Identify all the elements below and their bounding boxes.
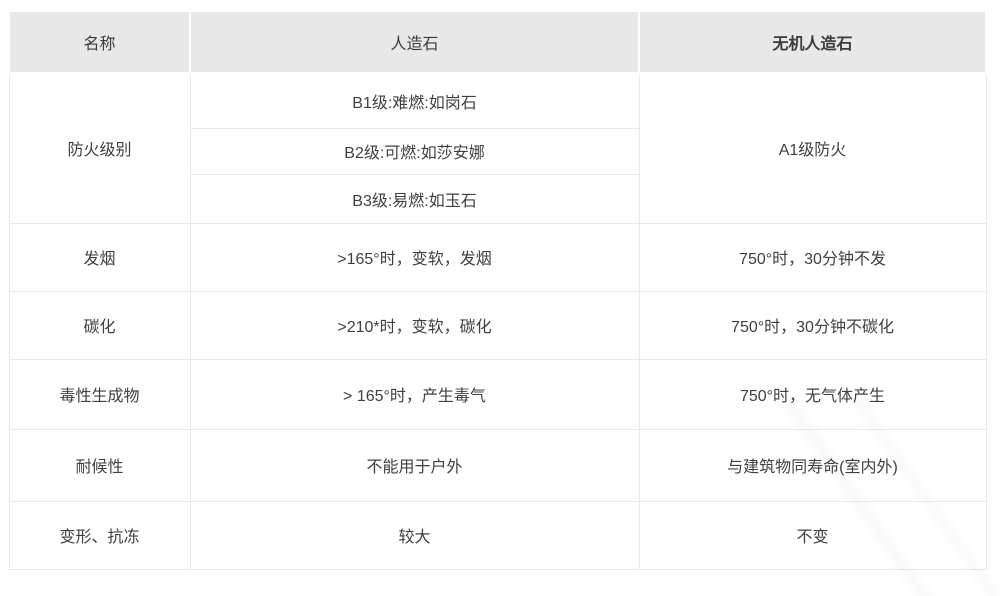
comparison-table: 名称 人造石 无机人造石 防火级别 B1级:难燃:如岗石 A1级防火 B2级:可… [8, 10, 987, 570]
cell-fire-inorganic: A1级防火 [638, 72, 987, 224]
table-row-fire-b2: B2级:可燃:如莎安娜 [9, 127, 986, 175]
cell-fire-b3: B3级:易燃:如玉石 [189, 173, 640, 224]
table-row-smoke: 发烟 >165°时，变软，发烟 750°时，30分钟不发 [8, 222, 987, 292]
header-row: 名称 人造石 无机人造石 [8, 10, 987, 74]
cell-smoke-artificial: >165°时，变软，发烟 [189, 222, 640, 292]
table-row-deformation: 变形、抗冻 较大 不变 [8, 500, 987, 570]
row-label-weather: 耐候性 [8, 428, 191, 502]
col-header-name: 名称 [8, 10, 191, 74]
row-label-smoke: 发烟 [8, 222, 191, 292]
cell-fire-b1: B1级:难燃:如岗石 [189, 72, 640, 129]
col-header-inorganic-stone: 无机人造石 [638, 10, 987, 74]
cell-weather-artificial: 不能用于户外 [189, 428, 640, 502]
table-row-toxic: 毒性生成物 > 165°时，产生毒气 750°时，无气体产生 [8, 358, 987, 430]
cell-deformation-inorganic: 不变 [638, 500, 987, 570]
row-label-toxic: 毒性生成物 [8, 358, 191, 430]
table-row-fire-b1: 防火级别 B1级:难燃:如岗石 A1级防火 [8, 72, 987, 224]
table-row-fire-b3: B3级:易燃:如玉石 [9, 173, 986, 224]
row-label-deformation: 变形、抗冻 [8, 500, 191, 570]
table-row-carbonization: 碳化 >210*时，变软，碳化 750°时，30分钟不碳化 [8, 290, 987, 360]
cell-toxic-artificial: > 165°时，产生毒气 [189, 358, 640, 430]
cell-fire-b2: B2级:可燃:如莎安娜 [189, 127, 640, 175]
cell-carbonization-artificial: >210*时，变软，碳化 [189, 290, 640, 360]
cell-deformation-artificial: 较大 [189, 500, 640, 570]
row-label-carbonization: 碳化 [8, 290, 191, 360]
cell-carbonization-inorganic: 750°时，30分钟不碳化 [638, 290, 987, 360]
cell-toxic-inorganic: 750°时，无气体产生 [638, 358, 987, 430]
table-row-weather: 耐候性 不能用于户外 与建筑物同寿命(室内外) [8, 428, 987, 502]
cell-smoke-inorganic: 750°时，30分钟不发 [638, 222, 987, 292]
cell-weather-inorganic: 与建筑物同寿命(室内外) [638, 428, 987, 502]
col-header-artificial-stone: 人造石 [189, 10, 640, 74]
row-label-fire-rating: 防火级别 [8, 72, 191, 224]
